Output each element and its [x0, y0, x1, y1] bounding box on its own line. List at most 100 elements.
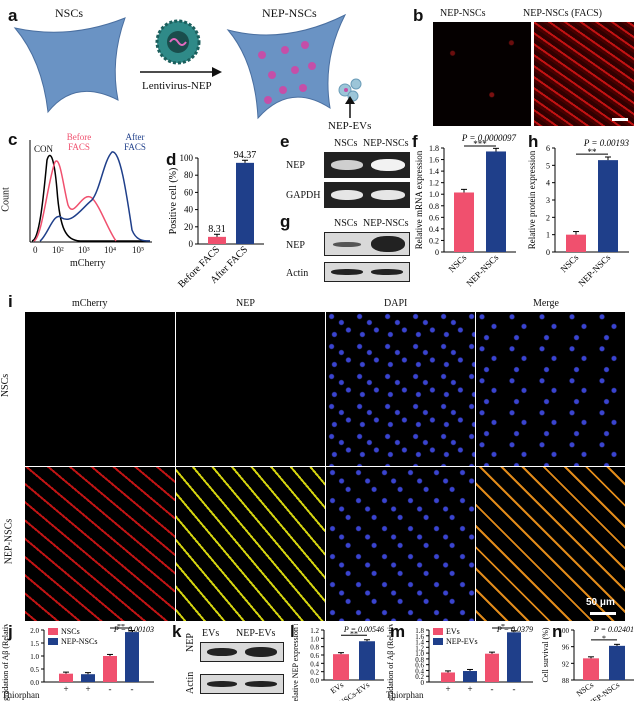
gel-nep [324, 152, 410, 178]
after-curve [39, 151, 151, 242]
j-ytick-label: 0.0 [30, 679, 39, 687]
d-ytick-label: 80 [184, 170, 194, 180]
panel-label-j: j [8, 622, 13, 641]
m-ytick-label: 1.8 [415, 627, 424, 635]
l-sig-stars: ** [350, 629, 358, 638]
tile-nscs-dapi [326, 312, 475, 466]
scale-bar-i [590, 612, 616, 615]
j-p-value: P = 0.00103 [113, 625, 154, 634]
chart-f: 0 0.2 0.4 0.6 0.8 1.0 1.2 1.4 1.6 1.8 Relative mRN… [414, 133, 516, 288]
schematic-a [13, 13, 362, 120]
d-ytick-label: 40 [184, 205, 194, 215]
c-tick-1: 10² [52, 245, 64, 255]
h-ytick-label: 1 [546, 231, 550, 240]
h-ytick-label: 0 [546, 248, 550, 257]
m-bar [507, 632, 521, 682]
blot-nep-k [200, 642, 284, 662]
label-lentivirus: Lentivirus-NEP [142, 80, 212, 92]
panel-label-c: c [8, 130, 18, 149]
blot-actin-k [200, 674, 284, 694]
chart-h: 0 1 2 3 4 5 6 Relative protein expression NSCsNE… [527, 138, 630, 288]
m-ytick-label: 0.8 [415, 656, 424, 664]
j-bar [59, 673, 73, 682]
g-col-nep-nscs: NEP-NSCs [363, 218, 409, 229]
m-thiorphan-sign: - [491, 684, 494, 694]
n-ytick-label: 92 [562, 660, 570, 668]
m-p-value: P = 0.0379 [496, 625, 533, 634]
tile-nep-mcherry [25, 467, 175, 621]
b-left-title: NEP-NSCs [440, 8, 486, 19]
m-thiorphan-label: Thiorphan [386, 690, 424, 700]
chart-j: 0.0 0.5 1.0 1.5 2.0 Degradation of Aβ (Relati… [1, 624, 154, 701]
l-ytick-label: 0.4 [310, 660, 319, 668]
m-ytick-label: 0.2 [415, 673, 424, 681]
panel-label-m: m [390, 622, 406, 641]
label-nep-nscs: NEP-NSCs [262, 6, 317, 20]
arrow-head [212, 67, 222, 77]
tile-nep-merge [476, 467, 625, 621]
d-data-label: 94.37 [234, 150, 257, 161]
j-ylabel: Degradation of Aβ (Relative fold) [1, 624, 10, 701]
m-thiorphan-sign: - [513, 684, 516, 694]
f-ytick-label: 0.2 [429, 236, 439, 245]
panel-label-n: n [552, 622, 563, 641]
scale-bar-b [612, 118, 628, 121]
i-col-dapi: DAPI [384, 298, 408, 309]
d-data-label: 8.31 [208, 224, 226, 235]
f-ytick-label: 1.4 [429, 167, 439, 176]
m-ylabel: Degradation of Aβ (Relative fold) [386, 624, 395, 701]
d-ytick-label: 20 [184, 222, 194, 232]
h-sig-stars: ** [588, 147, 598, 157]
m-thiorphan-sign: + [467, 684, 472, 694]
m-sig-stars: * [501, 624, 505, 631]
l-category-label: EVs [329, 680, 345, 695]
panel-label-f: f [412, 132, 418, 151]
h-category-label: NSCs [558, 252, 580, 274]
panel-label-k: k [172, 622, 182, 641]
b-right-title: NEP-NSCs (FACS) [523, 8, 602, 19]
f-category-label: NEP-NSCs [464, 252, 500, 288]
h-ytick-label: 4 [546, 179, 550, 188]
h-p-value: P = 0.00193 [583, 138, 630, 148]
h-bar [598, 160, 618, 252]
nep-particles [258, 41, 316, 104]
panel-label-g: g [280, 212, 291, 231]
panel-label-h: h [528, 132, 539, 151]
d-ytick-label: 60 [184, 187, 194, 197]
d-ytick-label: 100 [180, 153, 194, 163]
g-col-nscs: NSCs [334, 218, 358, 229]
m-ytick-label: 1.0 [415, 650, 424, 658]
l-bar [333, 654, 349, 680]
m-bar [441, 672, 455, 682]
i-col-mcherry: mCherry [72, 298, 108, 309]
n-category-label: NSCs [575, 680, 595, 698]
n-ylabel: Cell survival (%) [541, 627, 550, 682]
panel-label-i: i [8, 292, 13, 311]
j-bar [125, 632, 139, 682]
panel-label-e: e [280, 132, 290, 151]
f-ytick-label: 1.0 [429, 190, 439, 199]
n-ytick-label: 88 [562, 677, 570, 685]
d-ytick-label: 0 [189, 239, 194, 249]
k-row-nep: NEP [185, 633, 196, 652]
micrograph-nep-nscs-facs [534, 22, 634, 126]
c-tick-0: 0 [33, 245, 38, 255]
con-curve [31, 154, 150, 242]
i-col-nep: NEP [236, 298, 255, 309]
n-bar [609, 645, 625, 680]
j-thiorphan-sign: + [85, 684, 90, 694]
j-thiorphan-sign: - [109, 684, 112, 694]
e-col-nscs: NSCs [334, 138, 358, 149]
i-row-nep-nscs: NEP-NSCs [3, 518, 15, 565]
l-bar [359, 641, 375, 680]
c-after-label: After FACS [124, 132, 146, 152]
h-ytick-label: 3 [546, 196, 550, 205]
h-category-label: NEP-NSCs [576, 252, 612, 288]
m-legend-label: NEP-EVs [446, 637, 478, 646]
f-ytick-label: 1.8 [429, 144, 439, 153]
tile-nep-nep [176, 467, 325, 621]
f-ytick-label: 0.8 [429, 202, 439, 211]
e-col-nep-nscs: NEP-NSCs [363, 138, 409, 149]
j-legend-swatch [48, 628, 58, 635]
